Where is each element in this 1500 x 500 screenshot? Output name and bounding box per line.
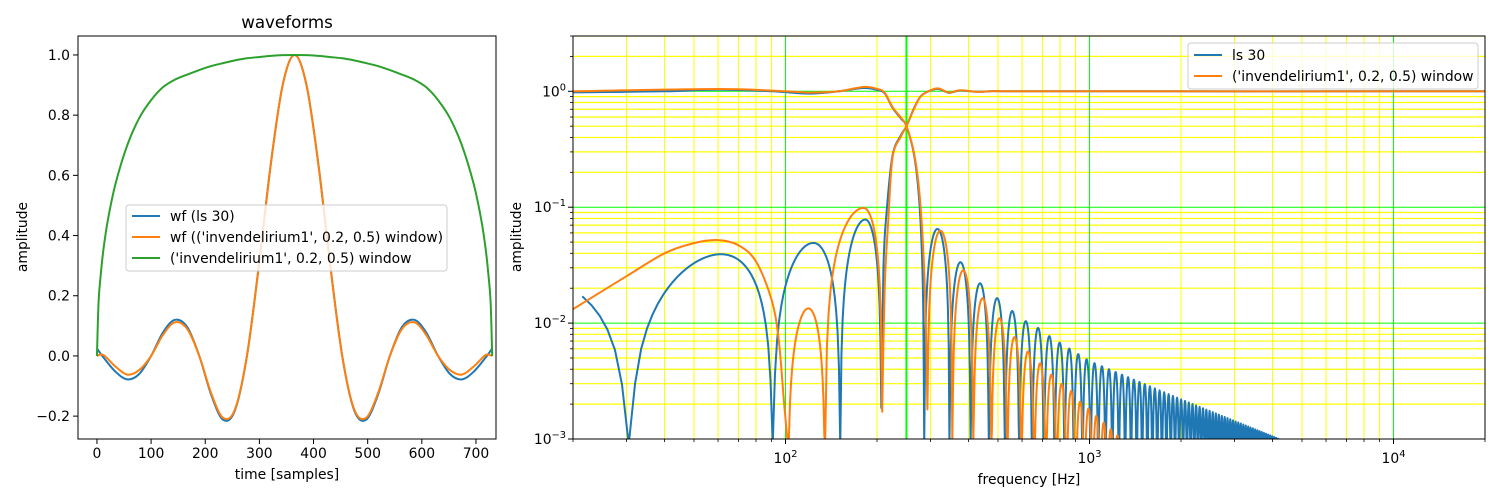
x-tick-label: 104 [1382,449,1406,467]
legend-label: wf (ls 30) [170,209,235,225]
tick-exponent: −1 [552,198,566,209]
tick-exponent: −2 [552,314,566,325]
y-axis-label: amplitude [509,202,525,272]
tick-base: 10 [542,84,560,100]
tick-exponent: 3 [1095,449,1101,460]
x-tick-label: 400 [300,446,327,462]
tick-exponent: 4 [1399,449,1405,460]
x-tick-label: 103 [1078,449,1102,467]
legend-box [125,204,448,272]
legend: wf (ls 30) wf (('invendelirium1', 0.2, 0… [125,204,448,272]
y-tick-label: 10−3 [534,430,566,448]
axis-ticks: 0 100 200 300 400 500 600 700 −0.2 0.0 0.2 0.4 0.6 0.… [36,48,489,462]
tick-base: 10 [534,432,552,448]
legend-label: wf (('invendelirium1', 0.2, 0.5) window) [170,230,443,246]
legend-label: ('invendelirium1', 0.2, 0.5) window [170,251,412,267]
series-line-2 [95,53,494,356]
x-axis-label: frequency [Hz] [978,472,1081,488]
tick-base: 10 [1078,451,1096,467]
axes-frame [572,35,1486,440]
waveforms-chart: waveforms 0 100 200 300 400 500 600 700−0.20.00… [15,12,497,483]
x-tick-label: 700 [463,446,490,462]
y-tick-label: 10−2 [534,314,566,332]
y-tick-label: 0.8 [48,108,70,124]
y-tick-label: 100 [542,82,566,100]
x-tick-label: 500 [354,446,381,462]
y-tick-label: 0.0 [48,349,70,365]
y-axis-label: amplitude [15,202,31,272]
plot-area [573,85,1485,439]
y-tick-label: −0.2 [36,409,70,425]
y-tick-label: 0.6 [48,168,70,184]
tick-base: 10 [1382,451,1400,467]
chart-title: waveforms [241,12,333,32]
tick-base: 10 [774,451,792,467]
tick-base: 10 [534,200,552,216]
x-tick-label: 102 [774,449,798,467]
tick-exponent: −3 [552,430,566,441]
legend-label: ls 30 [1232,48,1265,64]
x-tick-label: 0 [93,446,102,462]
x-tick-label: 300 [246,446,273,462]
tick-exponent: 2 [791,449,797,460]
y-tick-label: 0.2 [48,289,70,305]
axes-frame [77,35,497,440]
tick-base: 10 [534,316,552,332]
grid [573,36,1485,439]
series-line-1-curve-0 [573,85,1120,439]
legend-label: ('invendelirium1', 0.2, 0.5) window [1232,69,1474,85]
tick-exponent: 0 [560,82,566,93]
x-axis-label: time [samples] [235,467,339,483]
plot-area [95,53,494,422]
x-tick-label: 600 [409,446,436,462]
legend: ls 30 ('invendelirium1', 0.2, 0.5) windo… [1187,42,1479,90]
y-tick-label: 0.4 [48,229,70,245]
y-tick-label: 1.0 [48,48,70,64]
x-tick-label: 200 [192,446,219,462]
series-line-1-curve-1 [573,87,1485,439]
x-tick-label: 100 [138,446,165,462]
y-tick-label: 10−1 [534,198,566,216]
legend-box [1187,42,1479,90]
